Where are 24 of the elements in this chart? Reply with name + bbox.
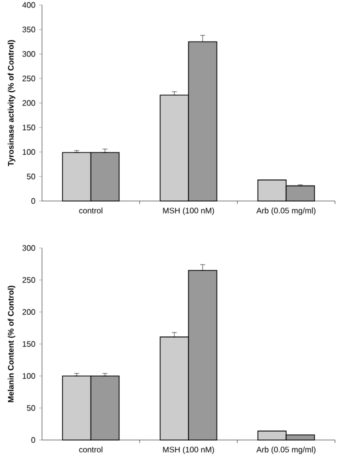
y-tick-label: 350	[22, 26, 36, 32]
x-tick-label: Arb (0.05 mg/ml)	[256, 208, 316, 215]
y-tick-label: 250	[22, 76, 36, 82]
y-tick-label: 100	[22, 149, 36, 155]
y-tick-label: 300	[22, 245, 36, 251]
x-tick-label: MSH (100 nM)	[163, 208, 214, 215]
x-tick-label: MSH (100 nM)	[163, 446, 214, 454]
y-tick-label: 0	[31, 437, 36, 443]
x-tick-label: control	[79, 446, 102, 452]
y-tick-label: 150	[22, 124, 36, 130]
y-tick-label: 50	[26, 405, 36, 411]
x-tick-label: Arb (0.05 mg/ml)	[256, 446, 316, 454]
x-tick-label: control	[79, 208, 102, 214]
y-axis-title: Tyrosinase activity (% of Control)	[8, 40, 16, 166]
y-tick-label: 200	[22, 100, 36, 106]
y-tick-label: 100	[22, 373, 36, 379]
y-tick-label: 250	[22, 277, 36, 283]
y-tick-label: 400	[22, 2, 36, 8]
y-tick-label: 0	[31, 198, 36, 204]
y-tick-label: 300	[22, 51, 36, 57]
y-axis-title: Melanin Content (% of Control)	[8, 286, 16, 402]
y-tick-label: 50	[26, 174, 36, 180]
y-tick-label: 200	[22, 309, 36, 315]
y-tick-label: 150	[22, 341, 36, 347]
